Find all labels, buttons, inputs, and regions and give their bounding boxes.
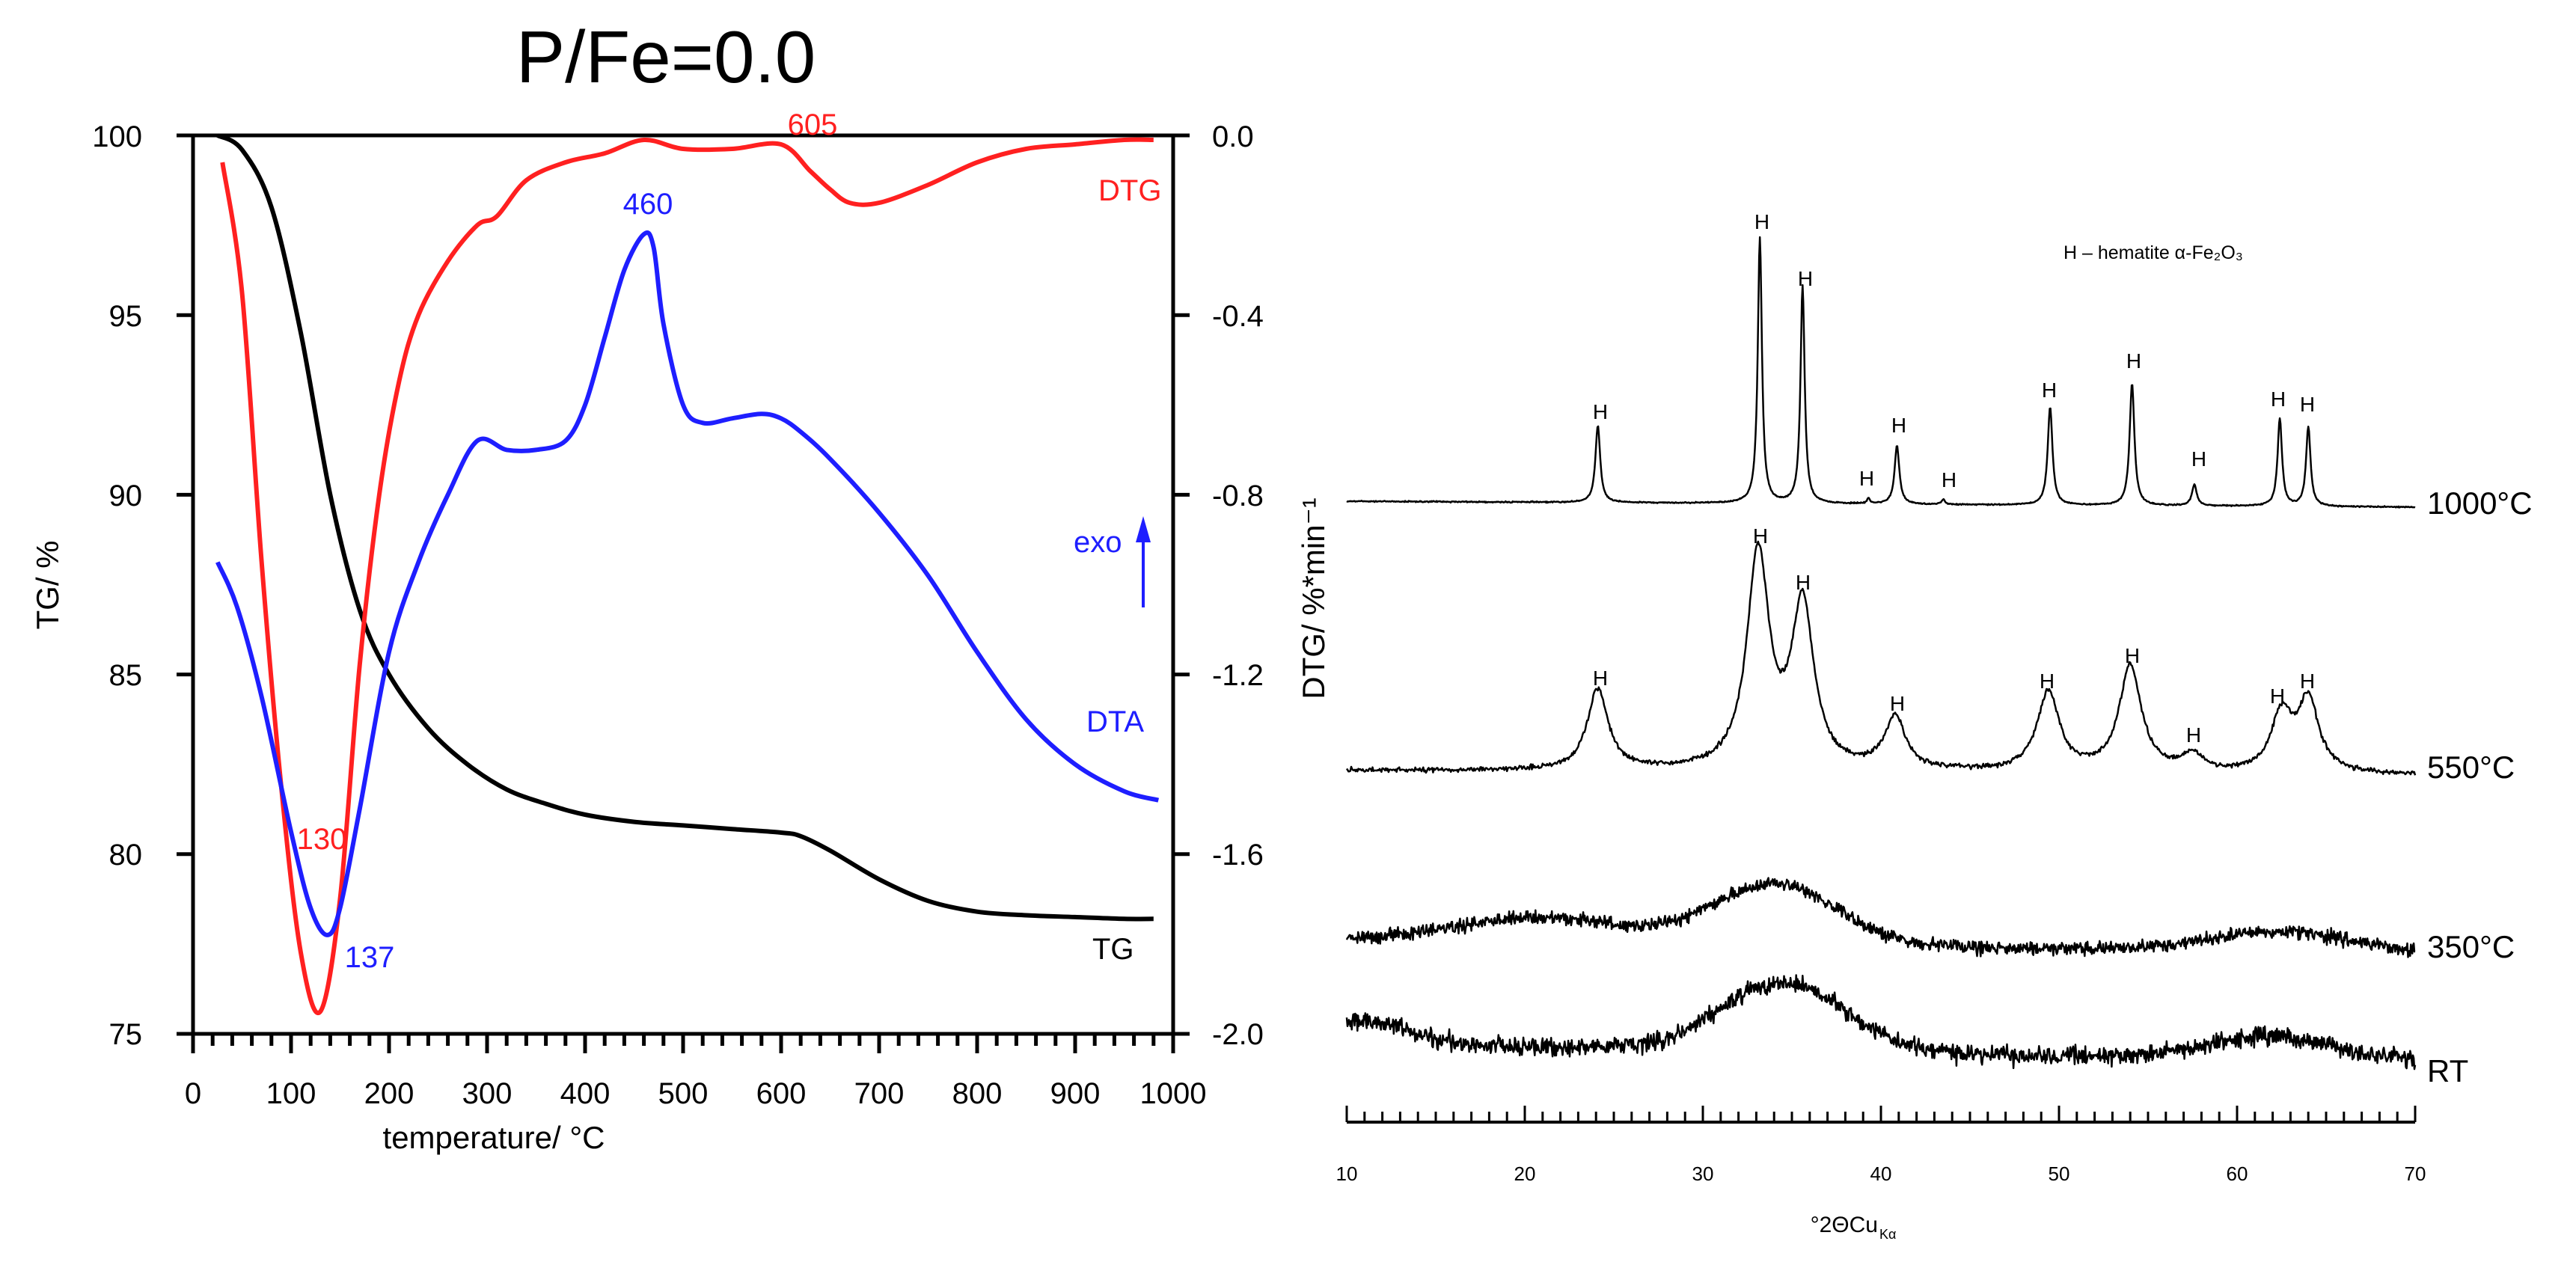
exo-label: exo [1074, 526, 1122, 559]
peak-label: H [2300, 393, 2315, 416]
xrd-550-peak-labels: H H H H H H H H H [1593, 524, 2315, 747]
xrd-tick-label: 60 [2227, 1163, 2248, 1185]
xrd-trace-rt [1345, 974, 2417, 1070]
x-tick-label: 1000 [1140, 1077, 1207, 1110]
xrd-tick-label: 40 [1870, 1163, 1892, 1185]
peak-label: H [2300, 670, 2315, 693]
peak-label: H [2271, 388, 2286, 411]
thermal-right-y-tick-labels: -2.0 -1.6 -1.2 -0.8 -0.4 0.0 [1212, 120, 1264, 1051]
peak-label: H [1753, 524, 1768, 548]
xrd-x-axis-label: °2ΘCu [1811, 1213, 1878, 1237]
x-tick-label: 500 [658, 1077, 709, 1110]
tg-curve [216, 133, 1154, 922]
right-y-tick-label: -2.0 [1212, 1018, 1264, 1051]
peak-label: H [1891, 414, 1906, 437]
xrd-trace-350 [1345, 877, 2416, 958]
xrd-trace-550 [1345, 540, 2417, 776]
left-y-tick-label: 75 [109, 1018, 143, 1051]
right-y-tick-label: -0.4 [1212, 300, 1264, 333]
x-tick-label: 700 [854, 1077, 905, 1110]
peak-label: H [1593, 400, 1608, 423]
exo-arrow-icon [1136, 516, 1151, 607]
thermal-title: P/Fe=0.0 [516, 16, 816, 98]
x-tick-label: 0 [185, 1077, 201, 1110]
xrd-trace-label-rt: RT [2427, 1053, 2468, 1088]
peak-label: H [2186, 723, 2201, 747]
thermal-left-y-axis-label: TG/ % [30, 540, 65, 629]
xrd-tick-label: 20 [1514, 1163, 1536, 1185]
dta-curve [215, 230, 1160, 937]
thermal-right-y-axis-label: DTG/ %*min⁻¹ [1296, 497, 1331, 699]
xrd-trace-1000 [1346, 236, 2416, 509]
xrd-axis-ticks [1345, 1106, 2417, 1122]
peak-label: H [2126, 349, 2141, 373]
xrd-x-tick-labels: 10 20 30 40 50 60 70 [1336, 1163, 2426, 1185]
left-y-tick-label: 85 [109, 659, 143, 692]
xrd-tick-label: 30 [1692, 1163, 1714, 1185]
tg-series-label: TG [1092, 933, 1134, 966]
x-tick-label: 100 [266, 1077, 316, 1110]
right-y-tick-label: 0.0 [1212, 120, 1254, 153]
right-y-tick-label: -1.2 [1212, 659, 1264, 692]
dtg-curve [220, 137, 1154, 1016]
peak-label: H [2042, 379, 2057, 402]
thermal-x-tick-labels: 0 100 200 300 400 500 600 700 800 900 10… [185, 1077, 1207, 1110]
xrd-trace-label-350: 350°C [2427, 929, 2515, 964]
xrd-trace-label-1000: 1000°C [2427, 486, 2533, 521]
peak-label: H [2040, 670, 2055, 693]
xrd-x-axis-label-subscript: Kα [1879, 1227, 1896, 1242]
right-y-tick-label: -0.8 [1212, 480, 1264, 512]
xrd-tick-label: 50 [2049, 1163, 2070, 1185]
right-y-tick-label: -1.6 [1212, 839, 1264, 872]
x-tick-label: 200 [364, 1077, 414, 1110]
x-tick-label: 800 [952, 1077, 1003, 1110]
thermal-left-y-tick-labels: 75 80 85 90 95 100 [92, 120, 142, 1051]
dta-series-label: DTA [1086, 705, 1144, 738]
xrd-legend: H – hematite α-Fe₂O₃ [2063, 242, 2243, 263]
xrd-trace-label-550: 550°C [2427, 750, 2515, 785]
dta-peak-label: 137 [345, 941, 395, 974]
xrd-tick-label: 10 [1336, 1163, 1358, 1185]
peak-label: H [2125, 644, 2140, 667]
dta-peak-label: 460 [623, 188, 673, 221]
thermal-axis-ticks [177, 133, 1190, 1053]
peak-label: H [1796, 571, 1811, 594]
x-tick-label: 900 [1050, 1077, 1101, 1110]
x-tick-label: 600 [756, 1077, 807, 1110]
xrd-1000-peak-labels: H H H H H H H H H H H [1593, 210, 2315, 491]
peak-label: H [1859, 467, 1874, 490]
x-tick-label: 400 [560, 1077, 611, 1110]
dtg-series-label: DTG [1098, 174, 1161, 207]
dtg-peak-label: 130 [297, 823, 347, 856]
xrd-tick-label: 70 [2405, 1163, 2426, 1185]
dtg-peak-label: 605 [788, 108, 838, 141]
left-y-tick-label: 80 [109, 839, 143, 872]
left-y-tick-label: 95 [109, 300, 143, 333]
peak-label: H [2270, 684, 2285, 708]
peak-label: H [1890, 692, 1905, 715]
xrd-chart: H – hematite α-Fe₂O₃ H H H H H H H H H H… [1336, 210, 2533, 1242]
left-y-tick-label: 100 [92, 120, 142, 153]
left-y-tick-label: 90 [109, 480, 143, 512]
peak-label: H [1942, 468, 1957, 491]
peak-label: H [1798, 267, 1813, 290]
peak-label: H [1754, 210, 1769, 233]
peak-label: H [1593, 667, 1608, 690]
x-tick-label: 300 [462, 1077, 513, 1110]
thermal-x-axis-label: temperature/ °C [383, 1120, 605, 1155]
thermal-chart: P/Fe=0.0 0 100 200 300 400 500 600 700 8… [30, 16, 1331, 1155]
peak-label: H [2191, 447, 2206, 471]
